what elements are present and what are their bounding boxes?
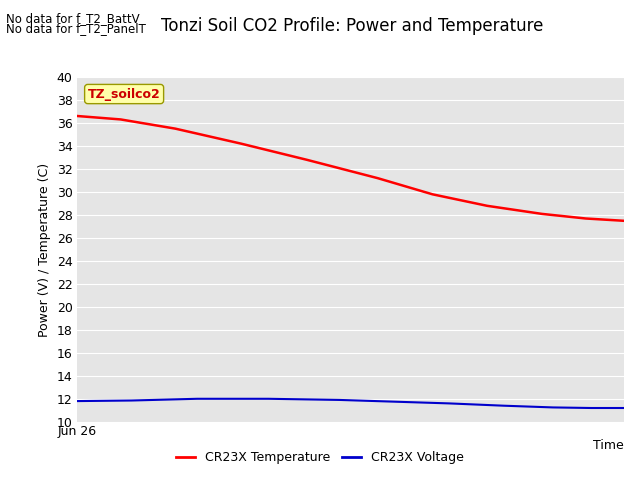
Text: Tonzi Soil CO2 Profile: Power and Temperature: Tonzi Soil CO2 Profile: Power and Temper… bbox=[161, 17, 543, 35]
Text: No data for f_T2_BattV: No data for f_T2_BattV bbox=[6, 12, 140, 25]
Text: TZ_soilco2: TZ_soilco2 bbox=[88, 87, 161, 100]
Legend: CR23X Temperature, CR23X Voltage: CR23X Temperature, CR23X Voltage bbox=[171, 446, 469, 469]
Text: No data for f_T2_PanelT: No data for f_T2_PanelT bbox=[6, 22, 147, 35]
Y-axis label: Power (V) / Temperature (C): Power (V) / Temperature (C) bbox=[38, 163, 51, 336]
Text: Time: Time bbox=[593, 439, 624, 452]
